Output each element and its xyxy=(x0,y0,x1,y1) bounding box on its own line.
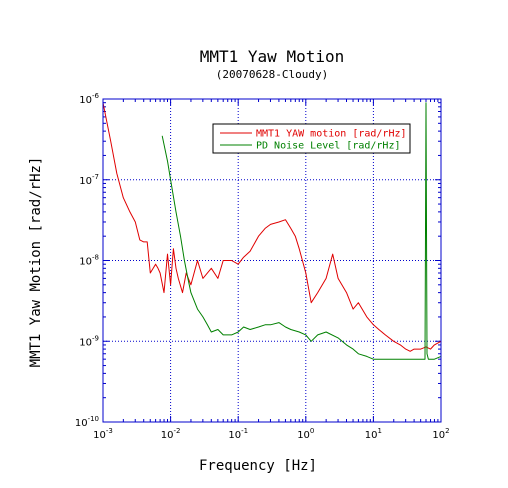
x-axis-label: Frequency [Hz] xyxy=(199,458,317,474)
x-tick-label: 101 xyxy=(365,427,382,441)
series-line-2 xyxy=(161,102,442,360)
legend-box xyxy=(212,123,411,154)
y-axis-ticks: 10-10 10-9 10-8 10-7 10-6 xyxy=(75,92,100,429)
y-axis-label: MMT1 Yaw Motion [rad/rHz] xyxy=(28,157,44,368)
plot-frame xyxy=(102,98,442,423)
x-axis-ticks: 10-3 10-2 10-1 100 101 102 xyxy=(93,427,449,441)
plot-area xyxy=(102,98,442,423)
y-tick-label: 10-8 xyxy=(79,254,99,268)
chart-title: MMT1 Yaw Motion xyxy=(200,47,345,66)
y-tick-label: 10-10 xyxy=(75,415,99,429)
y-tick-label: 10-6 xyxy=(79,92,99,106)
legend-label: PD Noise Level [rad/rHz] xyxy=(256,141,401,152)
legend-label: MMT1 YAW motion [rad/rHz] xyxy=(256,129,407,140)
legend: MMT1 YAW motion [rad/rHz]PD Noise Level … xyxy=(212,123,411,154)
y-tick-label: 10-9 xyxy=(79,334,99,348)
y-tick-label: 10-7 xyxy=(79,173,99,187)
x-tick-label: 10-1 xyxy=(228,427,248,441)
chart-subtitle: (20070628-Cloudy) xyxy=(216,68,329,81)
x-tick-label: 100 xyxy=(297,427,314,441)
x-tick-label: 10-2 xyxy=(161,427,181,441)
series-line-1 xyxy=(102,102,442,352)
x-tick-label: 102 xyxy=(432,427,449,441)
x-tick-label: 10-3 xyxy=(93,427,113,441)
